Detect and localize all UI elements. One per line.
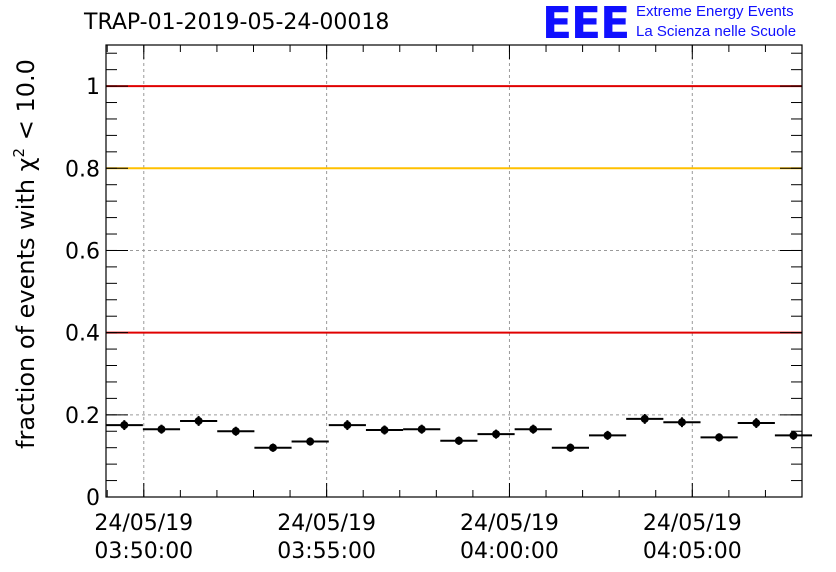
y-tick-label: 0 bbox=[86, 486, 100, 511]
data-point bbox=[291, 437, 329, 446]
x-tick-labels: 24/05/19 03:50:00 24/05/19 03:55:00 24/05/19… bbox=[94, 511, 741, 564]
y-tick-label: 0.6 bbox=[65, 239, 100, 264]
data-point-marker bbox=[492, 430, 501, 439]
data-point bbox=[180, 416, 218, 426]
x-tick-label-date: 24/05/19 bbox=[643, 511, 742, 536]
eee-logo: EEE bbox=[542, 0, 630, 49]
data-point-marker bbox=[640, 414, 649, 423]
y-tick-label: 0.2 bbox=[65, 404, 100, 429]
data-point-marker bbox=[343, 421, 352, 430]
chart-title: TRAP-01-2019-05-24-00018 bbox=[84, 10, 390, 35]
data-point-marker bbox=[454, 436, 463, 445]
data-point-marker bbox=[194, 416, 203, 425]
data-point bbox=[328, 420, 366, 431]
y-tick-label: 0.4 bbox=[65, 322, 100, 347]
data-point-marker bbox=[120, 421, 129, 430]
y-axis-label: fraction of events with χ2 < 10.0 bbox=[10, 59, 40, 449]
axis-ticks bbox=[106, 45, 803, 498]
brand-line-1: Extreme Energy Events bbox=[636, 3, 794, 20]
data-point bbox=[588, 430, 627, 440]
grid-lines bbox=[106, 45, 802, 497]
y-tick-label: 1 bbox=[86, 75, 100, 100]
data-point bbox=[663, 417, 701, 428]
y-tick-labels: 0 0.2 0.4 0.6 0.8 1 bbox=[65, 75, 100, 511]
data-point bbox=[440, 436, 478, 445]
data-point bbox=[365, 425, 404, 435]
y-axis-label-suffix: < 10.0 bbox=[12, 59, 40, 148]
y-axis-label-sup: 2 bbox=[10, 148, 28, 158]
data-point bbox=[477, 429, 515, 439]
data-point-marker bbox=[603, 431, 612, 440]
data-point-marker bbox=[306, 437, 315, 446]
data-point bbox=[217, 426, 255, 436]
data-point bbox=[254, 443, 292, 452]
y-tick-label: 0.8 bbox=[65, 157, 100, 182]
data-point bbox=[737, 418, 775, 428]
data-point-marker bbox=[529, 425, 538, 434]
data-points bbox=[105, 413, 813, 452]
x-tick-label-date: 24/05/19 bbox=[460, 511, 559, 536]
data-point-marker bbox=[566, 443, 575, 452]
data-point bbox=[105, 420, 143, 431]
x-tick-label-date: 24/05/19 bbox=[277, 511, 376, 536]
data-point bbox=[774, 430, 813, 440]
data-point bbox=[700, 433, 738, 442]
y-axis-label-prefix: fraction of events with bbox=[12, 171, 40, 449]
data-point-marker bbox=[752, 419, 761, 428]
brand-line-2: La Scienza nelle Scuole bbox=[636, 23, 797, 40]
x-tick-label-time: 04:00:00 bbox=[460, 539, 559, 564]
x-tick-label-time: 04:05:00 bbox=[643, 539, 742, 564]
plot-frame bbox=[105, 44, 803, 498]
data-point-marker bbox=[715, 433, 724, 442]
data-point bbox=[514, 424, 552, 434]
x-tick-label-time: 03:55:00 bbox=[277, 539, 376, 564]
data-point bbox=[551, 443, 589, 452]
x-tick-label-date: 24/05/19 bbox=[94, 511, 193, 536]
data-point-marker bbox=[231, 427, 240, 436]
data-point-marker bbox=[677, 418, 686, 427]
y-axis-label-symbol: χ bbox=[12, 157, 40, 171]
data-point-marker bbox=[417, 425, 426, 434]
data-point bbox=[403, 424, 441, 434]
eee-brand-text: Extreme Energy Events La Scienza nelle S… bbox=[636, 2, 796, 42]
data-point-marker bbox=[157, 425, 166, 434]
threshold-lines bbox=[106, 85, 802, 334]
data-point-marker bbox=[789, 431, 798, 440]
data-point-marker bbox=[380, 426, 389, 435]
x-tick-label-time: 03:50:00 bbox=[94, 539, 193, 564]
data-point-marker bbox=[268, 443, 277, 452]
data-point bbox=[626, 413, 664, 424]
data-point bbox=[142, 424, 181, 434]
